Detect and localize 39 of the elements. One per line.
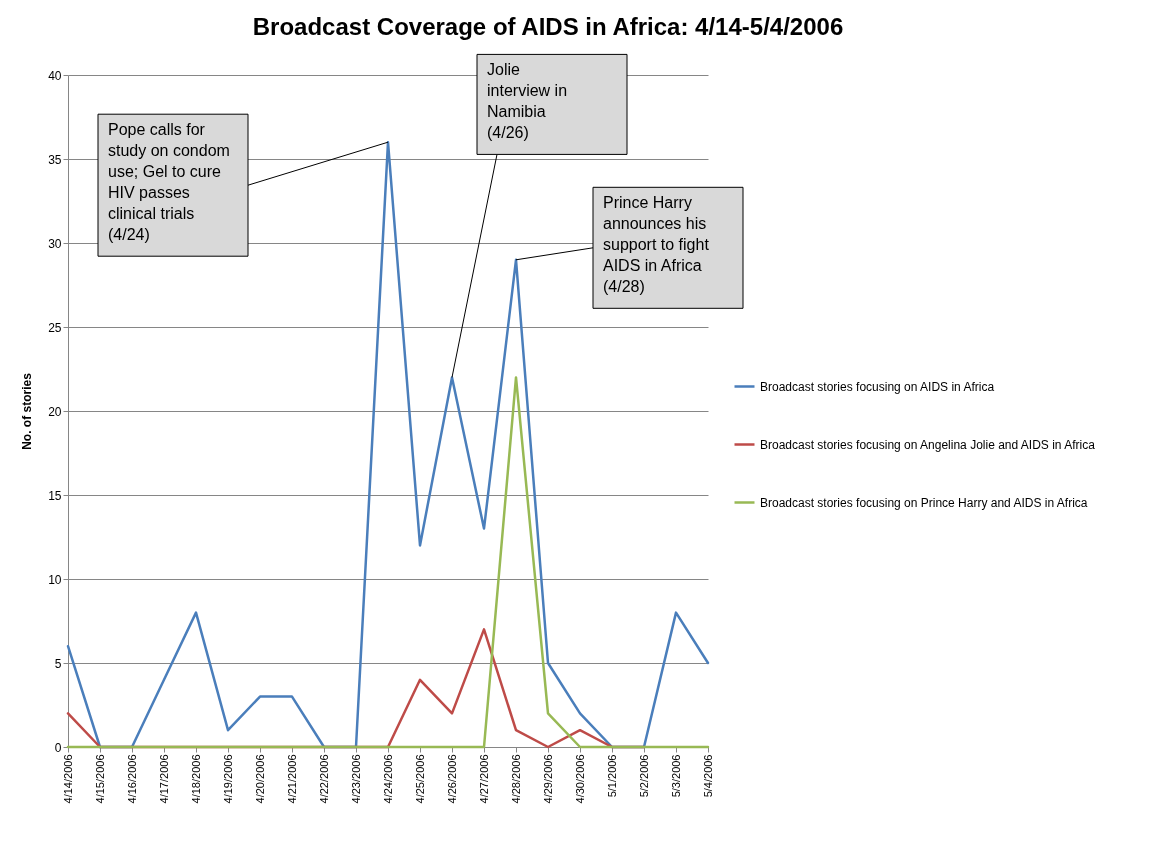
annotation: Prince Harry announces his support to fight AIDS in Africa (4/28) xyxy=(603,194,710,296)
x-tick-label: 4/16/2006 xyxy=(125,754,138,804)
x-tick-label: 4/24/2006 xyxy=(381,754,394,804)
x-tick-label: 4/26/2006 xyxy=(445,754,458,804)
x-tick-label: 4/25/2006 xyxy=(413,754,426,804)
y-axis-title: No. of stories xyxy=(20,372,35,450)
x-tick-label: 4/21/2006 xyxy=(285,754,298,804)
y-tick-label: 15 xyxy=(48,488,62,503)
x-tick-label: 4/27/2006 xyxy=(477,754,490,804)
x-tick-label: 4/28/2006 xyxy=(509,754,522,804)
x-tick-label: 4/30/2006 xyxy=(573,754,586,804)
x-tick-label: 4/23/2006 xyxy=(349,754,362,804)
line-series xyxy=(66,140,710,749)
y-tick-label: 0 xyxy=(54,740,62,755)
x-tick-label: 4/22/2006 xyxy=(317,754,330,804)
y-tick-label: 5 xyxy=(54,656,62,671)
legend-label: Broadcast stories focusing on Angelina Jolie and AIDS in Africa xyxy=(760,437,1096,452)
x-tick-label: 4/15/2006 xyxy=(93,754,106,804)
y-tick-label: 35 xyxy=(48,152,62,167)
annotation: Pope calls for study on condom use; Gel to cure HIV passes clinical trials (4/24) xyxy=(108,121,230,244)
y-tick-label: 20 xyxy=(48,404,62,419)
x-tick-label: 4/29/2006 xyxy=(541,754,554,804)
x-tick-label: 5/4/2006 xyxy=(701,754,714,798)
legend-label: Broadcast stories focusing on AIDS in Africa xyxy=(760,379,995,394)
x-tick-label: 5/1/2006 xyxy=(605,754,618,798)
y-tick-label: 10 xyxy=(48,572,62,587)
x-tick-label: 4/17/2006 xyxy=(157,754,170,804)
annotation: Jolie interview in Namibia (4/26) xyxy=(487,61,568,142)
y-tick-label: 30 xyxy=(48,236,62,251)
x-tick-label: 4/14/2006 xyxy=(61,754,74,804)
chart-title: Broadcast Coverage of AIDS in Africa: 4/14-5/4/2006 xyxy=(252,12,844,40)
x-tick-label: 4/19/2006 xyxy=(221,754,234,804)
legend-label: Broadcast stories focusing on Prince Harry and AIDS in Africa xyxy=(760,495,1088,510)
x-tick-label: 5/3/2006 xyxy=(669,754,682,798)
x-tick-label: 5/2/2006 xyxy=(637,754,650,798)
x-tick-label: 4/20/2006 xyxy=(253,754,266,804)
y-tick-label: 40 xyxy=(48,68,62,83)
x-tick-label: 4/18/2006 xyxy=(189,754,202,804)
y-tick-label: 25 xyxy=(48,320,62,335)
